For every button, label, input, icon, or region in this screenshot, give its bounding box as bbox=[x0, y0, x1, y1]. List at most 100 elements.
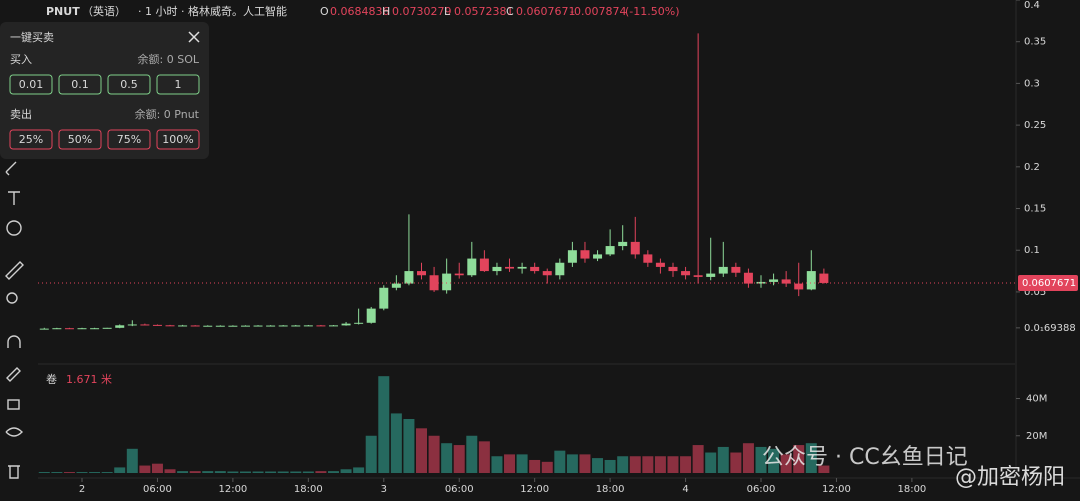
x-tick-label: 3 bbox=[381, 484, 387, 495]
candle-body bbox=[442, 273, 452, 291]
trade-button[interactable] bbox=[58, 129, 102, 150]
volume-bar bbox=[340, 469, 352, 473]
volume-bar bbox=[38, 472, 50, 473]
volume-bar bbox=[579, 454, 591, 473]
candle-body bbox=[39, 328, 49, 330]
volume-bar bbox=[403, 419, 415, 473]
watermark: @加密杨阳 bbox=[955, 465, 1065, 490]
volume-bar bbox=[290, 471, 302, 473]
ruler-icon[interactable] bbox=[5, 261, 24, 280]
lock-icon[interactable] bbox=[7, 399, 20, 410]
x-tick-label: 12:00 bbox=[822, 484, 851, 495]
candle-body bbox=[215, 325, 225, 327]
trade-button[interactable] bbox=[107, 129, 151, 150]
close-button[interactable] bbox=[188, 31, 200, 43]
candle-body bbox=[756, 281, 766, 284]
candle-body bbox=[580, 250, 590, 259]
trade-button-label[interactable]: 1 bbox=[175, 78, 182, 91]
trade-button[interactable] bbox=[9, 129, 53, 150]
volume-bar bbox=[793, 445, 805, 473]
trade-button-label[interactable]: 75% bbox=[117, 133, 141, 146]
x-tick-label: 06:00 bbox=[747, 484, 776, 495]
candle-body bbox=[567, 250, 577, 263]
volume-bar bbox=[755, 446, 767, 473]
candle-body bbox=[819, 273, 829, 283]
trade-button[interactable] bbox=[156, 74, 200, 95]
ohlc-label: L bbox=[444, 5, 451, 18]
trade-button-label[interactable]: 100% bbox=[162, 133, 193, 146]
candle-body bbox=[52, 328, 62, 330]
candle-body bbox=[643, 254, 653, 263]
volume-bar bbox=[730, 452, 742, 473]
ohlc-value: 0.0607671 bbox=[516, 5, 576, 18]
candle-body bbox=[655, 262, 665, 267]
volume-bar bbox=[302, 471, 314, 473]
candle-body bbox=[90, 328, 100, 330]
volume-bar bbox=[277, 471, 289, 473]
volume-bar bbox=[592, 458, 604, 473]
candle-body bbox=[806, 271, 816, 290]
candle-body bbox=[593, 254, 603, 259]
volume-bar bbox=[151, 463, 163, 473]
y-tick-label: 0.15 bbox=[1024, 204, 1046, 215]
volume-bar bbox=[453, 445, 465, 473]
candle-body bbox=[354, 322, 364, 324]
trade-button[interactable] bbox=[58, 74, 102, 95]
volume-bar bbox=[76, 472, 88, 473]
trade-button-label[interactable]: 0.01 bbox=[19, 78, 44, 91]
emoji-icon[interactable] bbox=[6, 220, 22, 236]
ohlc-label: H bbox=[382, 5, 390, 18]
ohlc-label: C bbox=[506, 5, 514, 18]
volume-bar bbox=[51, 472, 63, 473]
candle-body bbox=[115, 325, 125, 328]
y-tick-label: 0.0₁69388 bbox=[1024, 323, 1076, 334]
trade-button-label[interactable]: 25% bbox=[19, 133, 43, 146]
candle-body bbox=[266, 325, 276, 327]
watermark: 公众号 · CC幺鱼日记 bbox=[762, 445, 968, 470]
candle-body bbox=[165, 325, 175, 327]
volume-bar bbox=[265, 471, 277, 473]
trade-button[interactable] bbox=[9, 74, 53, 95]
volume-bar bbox=[768, 448, 780, 473]
lock-draw-icon[interactable] bbox=[6, 367, 21, 382]
trade-button[interactable] bbox=[107, 74, 151, 95]
text-icon[interactable] bbox=[8, 191, 20, 205]
volume-bar bbox=[742, 443, 754, 473]
ohlc-value: 0.0730279 bbox=[392, 5, 452, 18]
volume-bar bbox=[541, 461, 553, 473]
candle-body bbox=[693, 275, 703, 277]
candle-body bbox=[127, 324, 137, 326]
brush-icon[interactable] bbox=[5, 161, 17, 176]
candle-body bbox=[743, 272, 753, 284]
candle-body bbox=[794, 283, 804, 290]
trade-button-label[interactable]: 0.5 bbox=[120, 78, 138, 91]
trade-button-label[interactable]: 50% bbox=[68, 133, 92, 146]
volume-tick-label: 40M bbox=[1026, 394, 1047, 405]
volume-bar bbox=[189, 471, 201, 473]
candle-body bbox=[341, 323, 351, 326]
candle-body bbox=[366, 308, 376, 323]
magnet-icon[interactable] bbox=[7, 335, 21, 348]
volume-bar bbox=[101, 472, 113, 473]
eye-icon[interactable] bbox=[5, 427, 23, 437]
candle-body bbox=[467, 258, 477, 276]
trade-panel: 一键买卖 买入 余额: 0 SOL 卖出 余额: 0 Pnut 0.01 0.1 0… bbox=[0, 22, 209, 159]
buttons: 0.01 0.1 0.5 1 25% 50% 75% 100% bbox=[9, 74, 200, 150]
trade-button[interactable] bbox=[156, 129, 200, 150]
y-tick-label: 0.35 bbox=[1024, 37, 1046, 48]
candle-body bbox=[492, 266, 502, 272]
trade-button-label[interactable]: 0.1 bbox=[71, 78, 89, 91]
candle-body bbox=[718, 266, 728, 274]
volume-bar bbox=[63, 472, 75, 473]
ohlc-label: O bbox=[320, 5, 329, 18]
volume-bar bbox=[227, 471, 239, 473]
change-pct: (-11.50%) bbox=[625, 5, 680, 18]
volume-bar bbox=[390, 413, 402, 473]
x-tick-label: 12:00 bbox=[218, 484, 247, 495]
trash-icon[interactable] bbox=[8, 465, 20, 479]
volume-bar bbox=[177, 471, 189, 473]
zoom-icon[interactable] bbox=[6, 292, 18, 304]
symbol-name: （英语） bbox=[82, 4, 126, 18]
candle-body bbox=[505, 266, 515, 269]
